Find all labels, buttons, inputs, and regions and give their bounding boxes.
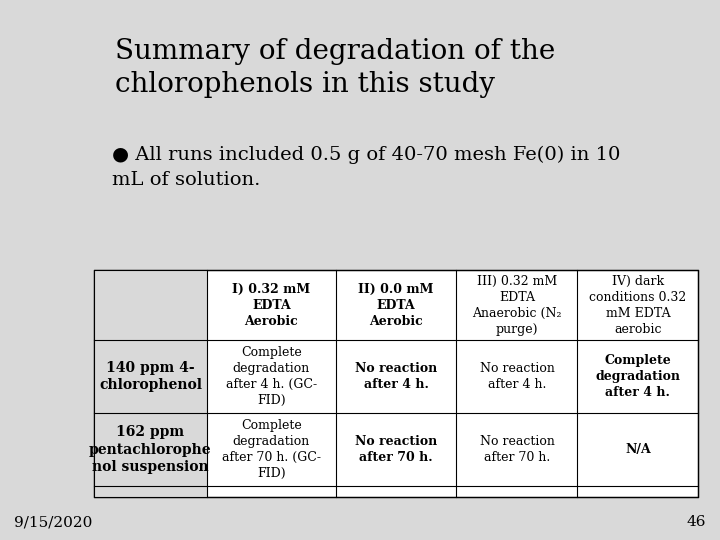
Text: No reaction
after 70 h.: No reaction after 70 h. bbox=[355, 435, 437, 464]
Text: Summary of degradation of the
chlorophenols in this study: Summary of degradation of the chlorophen… bbox=[115, 38, 555, 98]
Text: II) 0.0 mM
EDTA
Aerobic: II) 0.0 mM EDTA Aerobic bbox=[359, 282, 433, 328]
Text: Complete
degradation
after 4 h.: Complete degradation after 4 h. bbox=[595, 354, 680, 399]
FancyBboxPatch shape bbox=[94, 270, 698, 497]
Text: I) 0.32 mM
EDTA
Aerobic: I) 0.32 mM EDTA Aerobic bbox=[233, 282, 310, 328]
Text: No reaction
after 70 h.: No reaction after 70 h. bbox=[480, 435, 554, 464]
Text: Complete
degradation
after 70 h. (GC-
FID): Complete degradation after 70 h. (GC- FI… bbox=[222, 419, 321, 480]
Text: ● All runs included 0.5 g of 40-70 mesh Fe(0) in 10
mL of solution.: ● All runs included 0.5 g of 40-70 mesh … bbox=[112, 146, 620, 189]
Text: N/A: N/A bbox=[625, 443, 651, 456]
Text: No reaction
after 4 h.: No reaction after 4 h. bbox=[480, 362, 554, 391]
Text: 9/15/2020: 9/15/2020 bbox=[14, 515, 93, 529]
Text: IV) dark
conditions 0.32
mM EDTA
aerobic: IV) dark conditions 0.32 mM EDTA aerobic bbox=[589, 275, 687, 335]
FancyBboxPatch shape bbox=[94, 270, 207, 497]
Text: III) 0.32 mM
EDTA
Anaerobic (N₂
purge): III) 0.32 mM EDTA Anaerobic (N₂ purge) bbox=[472, 275, 562, 335]
Text: 46: 46 bbox=[686, 515, 706, 529]
Text: Complete
degradation
after 4 h. (GC-
FID): Complete degradation after 4 h. (GC- FID… bbox=[226, 346, 317, 407]
Text: No reaction
after 4 h.: No reaction after 4 h. bbox=[355, 362, 437, 391]
Text: 162 ppm
pentachlorophe
nol suspension: 162 ppm pentachlorophe nol suspension bbox=[89, 426, 212, 474]
Text: 140 ppm 4-
chlorophenol: 140 ppm 4- chlorophenol bbox=[99, 361, 202, 392]
